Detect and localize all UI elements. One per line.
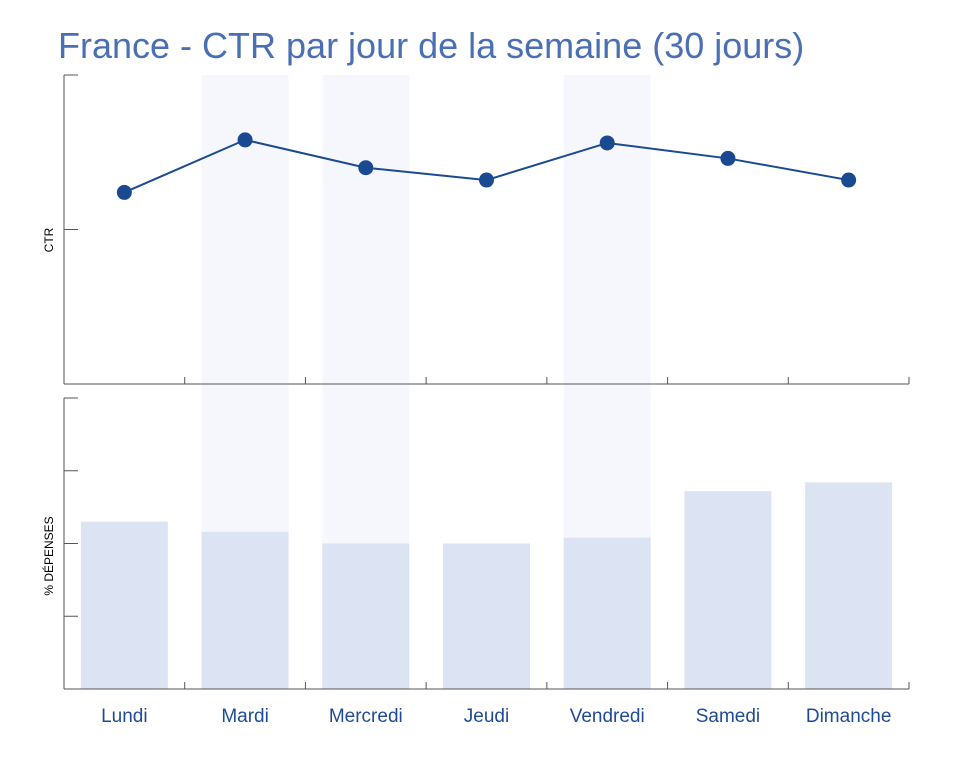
- axes-group: [63, 74, 910, 690]
- ctr-point-jeudi: [479, 172, 494, 188]
- ctr-point-mardi: [237, 132, 253, 148]
- x-tick-label-dimanche: Dimanche: [806, 706, 892, 727]
- x-tick-label-lundi: Lundi: [101, 706, 148, 727]
- highlight-bands: [201, 75, 651, 689]
- bar-lundi: [80, 521, 168, 689]
- ctr-point-vendredi: [599, 135, 615, 151]
- ctr-point-lundi: [116, 184, 132, 200]
- x-tick-label-samedi: Samedi: [696, 706, 760, 727]
- x-tick-label-jeudi: Jeudi: [464, 706, 509, 727]
- bar-samedi: [684, 491, 772, 689]
- ctr-point-dimanche: [841, 172, 857, 188]
- line-series-group: [116, 132, 857, 200]
- bar-vendredi: [563, 537, 651, 689]
- ctr-point-mercredi: [358, 160, 374, 176]
- bar-y-axis-label: % DÉPENSES: [41, 516, 56, 595]
- chart-title: France - CTR par jour de la semaine (30 …: [58, 25, 804, 66]
- bar-jeudi: [443, 543, 530, 689]
- line-y-axis-label: CTR: [42, 227, 56, 252]
- x-tick-label-mercredi: Mercredi: [329, 706, 403, 727]
- bar-dimanche: [805, 482, 893, 689]
- bar-mercredi: [322, 543, 410, 689]
- x-tick-label-vendredi: Vendredi: [570, 706, 645, 727]
- ctr-point-samedi: [720, 150, 736, 166]
- bars-group: [80, 482, 893, 689]
- labels-group: Lundi Mardi Mercredi Jeudi Vendredi Samedi Dim…: [101, 706, 891, 727]
- x-tick-label-mardi: Mardi: [221, 706, 269, 727]
- bar-mardi: [201, 531, 289, 689]
